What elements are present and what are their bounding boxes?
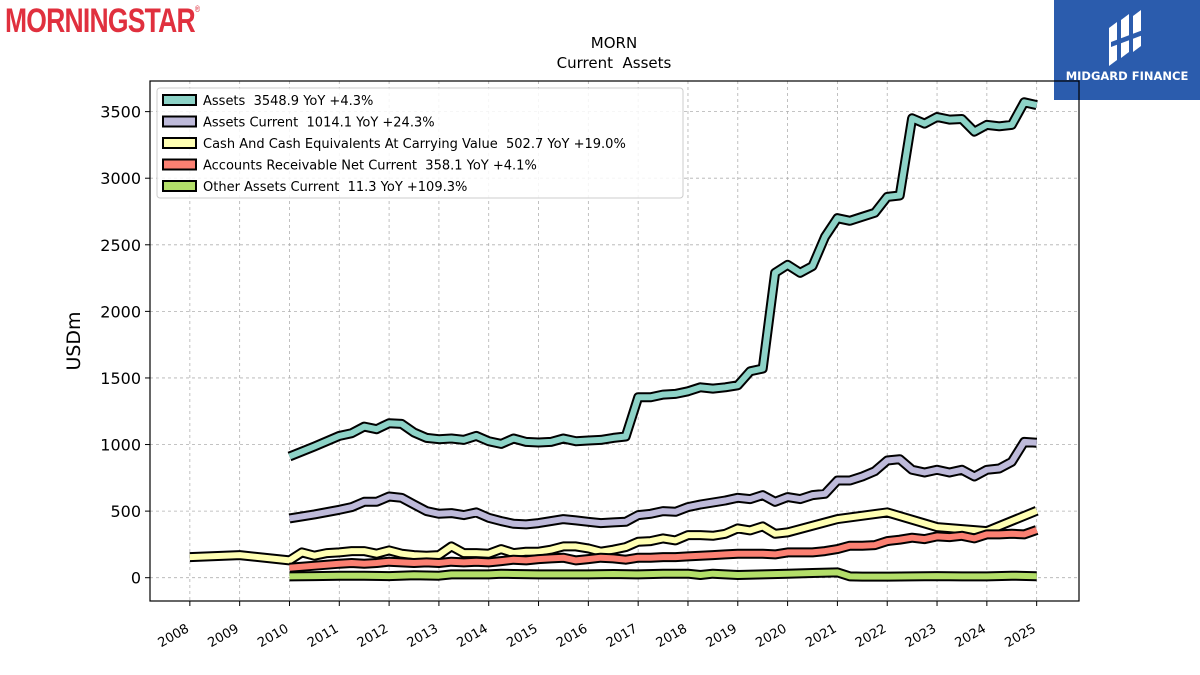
legend-label: Assets 3548.9 YoY +4.3% bbox=[203, 94, 373, 109]
legend-label: Accounts Receivable Net Current 358.1 Yo… bbox=[203, 159, 537, 174]
morningstar-logo-text: MORNINGSTAR bbox=[5, 2, 196, 40]
x-tick-label: 2017 bbox=[604, 621, 640, 651]
x-tick-label: 2008 bbox=[156, 621, 192, 651]
x-tick-label: 2023 bbox=[903, 621, 939, 651]
legend-swatch bbox=[162, 180, 197, 192]
x-tick-label: 2014 bbox=[455, 621, 491, 651]
legend-label: Assets Current 1014.1 YoY +24.3% bbox=[203, 116, 435, 131]
x-tick-label: 2018 bbox=[654, 621, 690, 651]
y-tick-label: 2500 bbox=[100, 236, 141, 255]
x-tick-label: 2016 bbox=[554, 621, 590, 651]
series-line bbox=[189, 508, 1038, 564]
y-tick-label: 0 bbox=[131, 569, 141, 588]
chart-subtitle: Current Assets bbox=[557, 54, 672, 72]
x-tick-label: 2022 bbox=[853, 621, 889, 651]
morningstar-logo: MORNINGSTAR® bbox=[5, 2, 200, 44]
x-tick-label: 2011 bbox=[305, 621, 341, 651]
series-layer bbox=[189, 97, 1039, 582]
series-line bbox=[288, 99, 1038, 460]
legend-label: Other Assets Current 11.3 YoY +109.3% bbox=[203, 180, 467, 195]
y-tick-label: 1500 bbox=[100, 369, 141, 388]
legend: Assets 3548.9 YoY +4.3% Assets Current 10… bbox=[156, 87, 684, 199]
chart-title: MORN bbox=[591, 34, 637, 52]
y-tick-label: 3500 bbox=[100, 103, 141, 122]
series-line bbox=[289, 527, 1038, 571]
legend-swatch bbox=[162, 94, 197, 106]
x-tick-label: 2013 bbox=[405, 621, 441, 651]
y-axis-label: USDm bbox=[63, 311, 85, 370]
series-line bbox=[289, 438, 1037, 528]
x-tick-label: 2024 bbox=[953, 621, 989, 651]
x-tick-label: 2019 bbox=[704, 621, 740, 651]
y-axis: 0 500 1000 1500 2000 2500 3000 3500 bbox=[100, 103, 150, 588]
legend-box bbox=[156, 87, 684, 199]
midgard-finance-logo: MIDGARD FINANCE bbox=[1054, 0, 1200, 100]
y-tick-label: 1000 bbox=[100, 436, 141, 455]
x-tick-label: 2025 bbox=[1002, 621, 1038, 651]
x-tick-label: 2021 bbox=[803, 621, 839, 651]
y-tick-label: 3000 bbox=[100, 169, 141, 188]
legend-swatch bbox=[162, 158, 197, 171]
x-tick-label: 2020 bbox=[753, 621, 789, 651]
x-tick-label: 2012 bbox=[355, 621, 391, 651]
midgard-finance-logo-text: MIDGARD FINANCE bbox=[1065, 69, 1189, 83]
x-axis: 2008 2009 2010 2011 2012 2013 2014 2015 2016 2017… bbox=[156, 601, 1039, 651]
series-line bbox=[289, 569, 1037, 580]
y-tick-label: 500 bbox=[110, 502, 141, 521]
x-tick-label: 2009 bbox=[206, 621, 242, 651]
plot-frame bbox=[149, 80, 1080, 602]
x-tick-label: 2010 bbox=[255, 621, 291, 651]
legend-label: Cash And Cash Equivalents At Carrying Va… bbox=[203, 137, 626, 152]
registered-mark: ® bbox=[194, 4, 200, 14]
legend-swatch bbox=[162, 115, 197, 128]
x-tick-label: 2015 bbox=[504, 621, 540, 651]
legend-swatch bbox=[162, 137, 197, 149]
midgard-emblem-icon bbox=[1109, 10, 1143, 66]
y-tick-label: 2000 bbox=[100, 302, 141, 321]
